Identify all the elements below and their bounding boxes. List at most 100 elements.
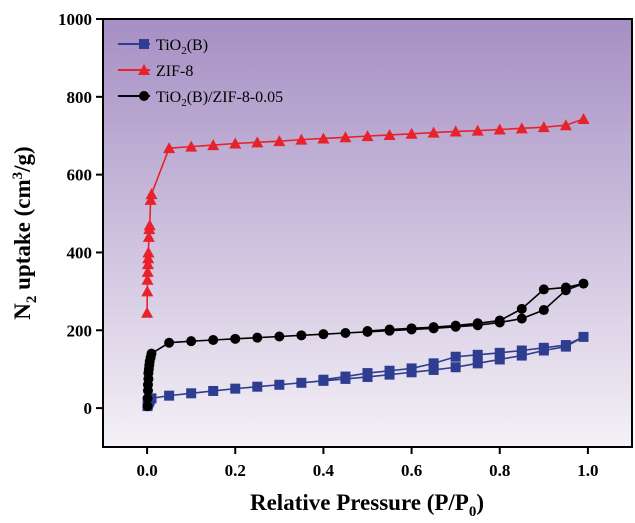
data-point — [538, 284, 549, 295]
x-tick-label: 0.2 — [225, 461, 246, 480]
data-point — [560, 282, 571, 293]
legend-marker-tio2b — [139, 39, 149, 49]
data-point — [141, 285, 154, 297]
data-point — [472, 318, 483, 329]
legend-marker-zif8 — [138, 64, 150, 75]
data-point — [318, 374, 329, 385]
legend-marker-composite — [139, 91, 149, 101]
data-point — [339, 131, 352, 143]
legend: TiO2(B) ZIF-8 TiO2(B)/ZIF-8-0.05 — [118, 37, 283, 109]
data-point — [185, 140, 198, 152]
data-point — [406, 363, 417, 374]
data-point — [141, 265, 154, 277]
data-point — [383, 128, 396, 140]
data-point — [146, 348, 157, 359]
data-point — [186, 388, 197, 399]
data-point — [141, 273, 154, 285]
data-point — [230, 383, 241, 394]
data-point — [494, 347, 505, 358]
y-axis-title: N2 uptake (cm3/g) — [10, 146, 40, 319]
data-point — [164, 390, 175, 401]
data-point — [252, 332, 263, 343]
data-point — [578, 331, 589, 342]
data-point — [493, 123, 506, 135]
data-point — [516, 345, 527, 356]
data-point — [538, 305, 549, 316]
data-point — [230, 333, 241, 344]
series-1 — [141, 112, 590, 318]
y-tick-label: 1000 — [58, 10, 92, 29]
data-point — [405, 127, 418, 139]
data-point — [145, 188, 158, 200]
legend-label-tio2b: TiO2(B) — [156, 37, 208, 57]
data-point — [142, 246, 155, 258]
data-point — [340, 371, 351, 382]
data-point — [274, 379, 285, 390]
data-point — [142, 252, 155, 264]
data-point — [362, 368, 373, 379]
data-point — [295, 133, 308, 145]
legend-item-zif8: ZIF-8 — [118, 63, 193, 80]
data-point — [273, 135, 286, 147]
data-point — [296, 330, 307, 341]
series-2 — [142, 278, 589, 412]
data-point — [537, 121, 550, 133]
data-point — [450, 351, 461, 362]
data-point — [384, 365, 395, 376]
data-point — [472, 349, 483, 360]
data-point — [494, 315, 505, 326]
data-point — [318, 329, 329, 340]
data-point — [450, 362, 461, 373]
legend-item-tio2b: TiO2(B) — [118, 37, 208, 57]
data-point — [207, 139, 220, 151]
data-point — [164, 337, 175, 348]
legend-label-composite: TiO2(B)/ZIF-8-0.05 — [156, 89, 283, 109]
data-point — [578, 278, 589, 289]
x-tick-label: 0.8 — [489, 461, 510, 480]
data-point — [143, 219, 156, 231]
data-point — [144, 193, 157, 205]
data-point — [427, 126, 440, 138]
data-point — [296, 377, 307, 388]
data-point — [428, 358, 439, 369]
data-point — [208, 335, 219, 345]
data-point — [559, 119, 572, 131]
data-point — [141, 306, 154, 318]
axis-layer: 0.0 0.2 0.4 0.6 0.8 1.0 0 200 400 600 800 1000 — [58, 10, 599, 480]
data-point — [450, 320, 461, 331]
data-point — [449, 125, 462, 137]
x-tick-label: 0.6 — [401, 461, 422, 480]
data-point — [515, 122, 528, 134]
data-point — [251, 136, 264, 148]
legend-item-composite: TiO2(B)/ZIF-8-0.05 — [118, 89, 283, 109]
legend-label-zif8: ZIF-8 — [156, 63, 193, 80]
data-point — [142, 230, 155, 242]
data-point — [406, 323, 417, 334]
data-point — [472, 358, 483, 369]
data-point — [142, 393, 153, 404]
data-point — [317, 132, 330, 144]
data-point — [516, 350, 527, 361]
y-tick-label: 200 — [67, 321, 93, 340]
x-tick-label: 0.4 — [313, 461, 335, 480]
data-point — [186, 336, 197, 347]
y-tick-label: 600 — [67, 166, 93, 185]
data-point — [428, 322, 439, 333]
data-point — [538, 342, 549, 353]
data-point — [471, 124, 484, 136]
data-point — [208, 385, 219, 396]
plot-background — [103, 19, 632, 447]
data-point — [577, 112, 590, 124]
data-point — [560, 340, 571, 351]
data-point — [252, 381, 263, 392]
data-point — [494, 354, 505, 365]
plot-frame — [102, 18, 633, 448]
data-point — [163, 142, 176, 154]
data-point — [362, 326, 373, 337]
data-point — [229, 137, 242, 149]
data-point — [142, 401, 153, 412]
x-tick-label: 0.0 — [136, 461, 157, 480]
x-tick-label: 1.0 — [577, 461, 598, 480]
y-tick-label: 400 — [67, 243, 93, 262]
